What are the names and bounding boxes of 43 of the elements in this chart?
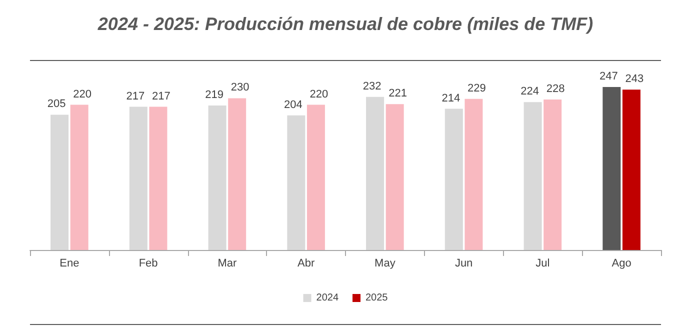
bar — [524, 102, 542, 250]
bar — [228, 98, 246, 250]
bar — [50, 114, 69, 250]
data-label: 217 — [152, 90, 170, 102]
bar — [366, 96, 384, 250]
x-tick-label: Ago — [612, 258, 632, 270]
data-label: 232 — [362, 80, 382, 92]
x-tick-label: Jun — [454, 258, 473, 270]
data-label: 229 — [468, 82, 486, 94]
bar — [287, 115, 306, 250]
bar — [129, 106, 148, 250]
x-tick-label: Abr — [298, 258, 315, 270]
data-label: 219 — [205, 88, 224, 101]
bar — [464, 98, 483, 250]
data-label: 220 — [73, 88, 92, 100]
bar — [208, 105, 226, 250]
bar — [622, 90, 640, 250]
x-tick-label: Feb — [138, 258, 158, 270]
bar — [149, 106, 168, 250]
data-label: 217 — [126, 90, 145, 102]
data-label: 228 — [546, 83, 565, 96]
bar — [70, 104, 88, 250]
data-label: 204 — [284, 98, 302, 111]
x-tick-label: Jul — [536, 258, 550, 270]
data-label: 243 — [625, 73, 644, 86]
legend-label: 2025 — [366, 292, 388, 304]
legend-label: 2024 — [316, 292, 339, 304]
bar — [306, 104, 325, 250]
bar — [602, 86, 621, 250]
data-label: 221 — [388, 88, 408, 100]
x-tick-label: Mar — [218, 258, 237, 270]
data-label: 230 — [230, 82, 250, 94]
bar — [386, 104, 404, 250]
x-tick-label: May — [374, 258, 396, 270]
data-label: 247 — [599, 70, 618, 82]
x-tick-label: Ene — [60, 258, 80, 270]
chart-title: 2024 - 2025: Producción mensual de cobre (miles de TMF) — [96, 14, 594, 34]
bar — [544, 100, 562, 250]
data-label: 205 — [47, 98, 66, 110]
data-label: 224 — [520, 86, 539, 98]
bar — [444, 108, 463, 250]
data-label: 214 — [442, 92, 460, 104]
data-label: 220 — [310, 88, 328, 100]
